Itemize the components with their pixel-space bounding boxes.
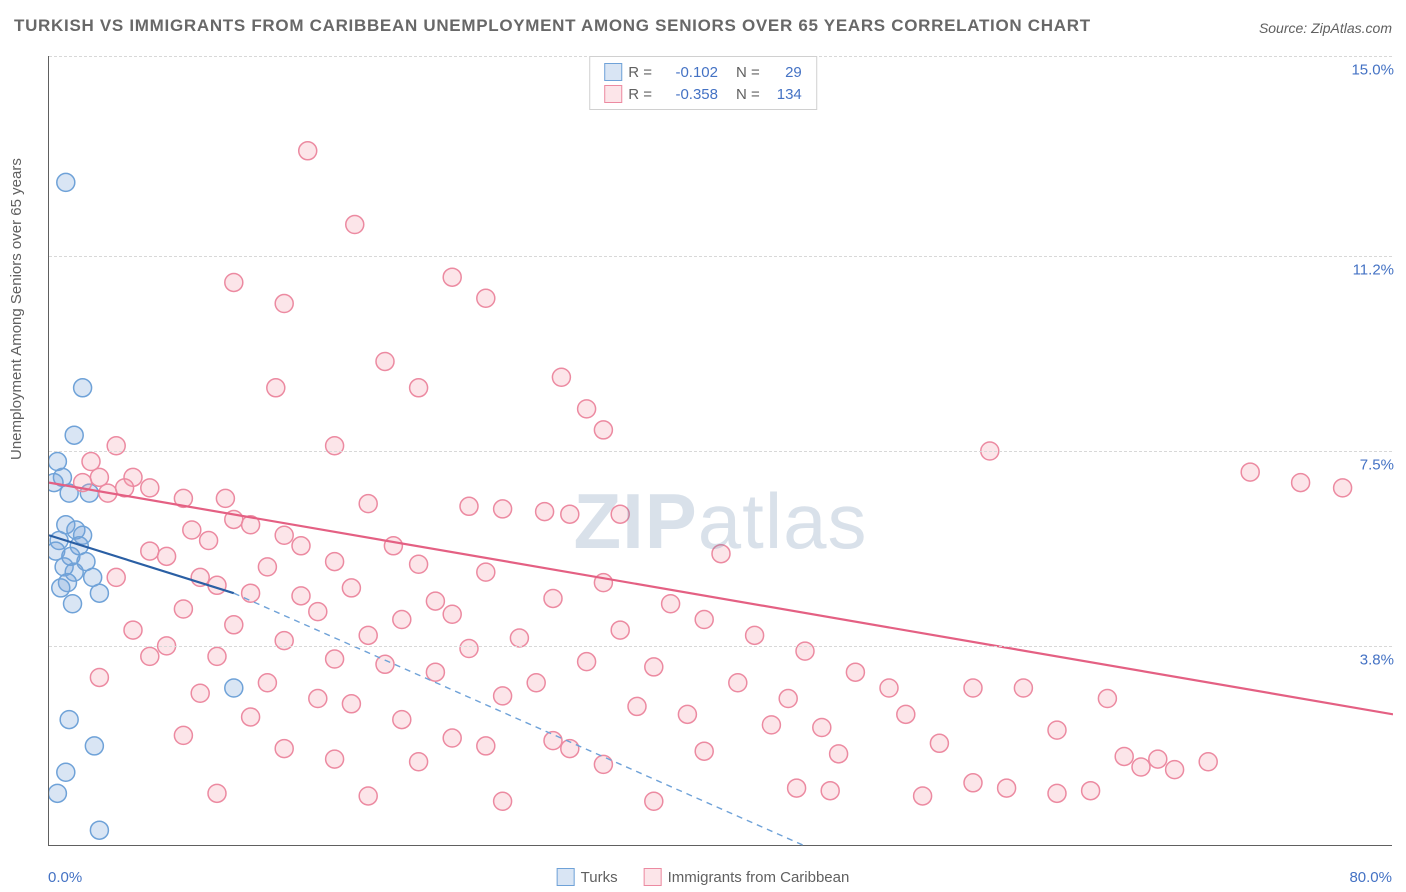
- r-value-caribbean: -0.358: [658, 86, 718, 103]
- plot-area: ZIPatlas 3.8%7.5%11.2%15.0%: [48, 56, 1392, 846]
- r-value-turks: -0.102: [658, 64, 718, 81]
- legend-row-caribbean: R = -0.358 N = 134: [590, 83, 816, 105]
- legend-swatch-caribbean: [604, 85, 622, 103]
- legend-swatch-turks: [604, 63, 622, 81]
- grid-line: [49, 451, 1392, 452]
- legend-row-turks: R = -0.102 N = 29: [590, 61, 816, 83]
- chart-title: TURKISH VS IMMIGRANTS FROM CARIBBEAN UNE…: [14, 16, 1091, 36]
- legend-swatch-turks-b: [557, 868, 575, 886]
- x-tick-max: 80.0%: [1349, 869, 1392, 886]
- legend-item-turks: Turks: [557, 868, 618, 886]
- y-tick-label: 7.5%: [1360, 457, 1394, 474]
- chart-source: Source: ZipAtlas.com: [1259, 20, 1392, 36]
- grid-line: [49, 646, 1392, 647]
- legend-series: Turks Immigrants from Caribbean: [557, 868, 850, 886]
- legend-label-caribbean: Immigrants from Caribbean: [668, 869, 850, 886]
- r-label: R =: [628, 64, 652, 81]
- legend-correlation-box: R = -0.102 N = 29 R = -0.358 N = 134: [589, 56, 817, 110]
- n-value-turks: 29: [766, 64, 802, 81]
- y-tick-label: 3.8%: [1360, 651, 1394, 668]
- legend-item-caribbean: Immigrants from Caribbean: [644, 868, 850, 886]
- legend-swatch-caribbean-b: [644, 868, 662, 886]
- y-axis-label: Unemployment Among Seniors over 65 years: [8, 158, 25, 460]
- n-value-caribbean: 134: [766, 86, 802, 103]
- y-tick-label: 15.0%: [1351, 62, 1394, 79]
- n-label: N =: [736, 86, 760, 103]
- r-label: R =: [628, 86, 652, 103]
- x-tick-min: 0.0%: [48, 869, 82, 886]
- legend-label-turks: Turks: [581, 869, 618, 886]
- n-label: N =: [736, 64, 760, 81]
- grid-line: [49, 256, 1392, 257]
- y-tick-label: 11.2%: [1353, 262, 1394, 279]
